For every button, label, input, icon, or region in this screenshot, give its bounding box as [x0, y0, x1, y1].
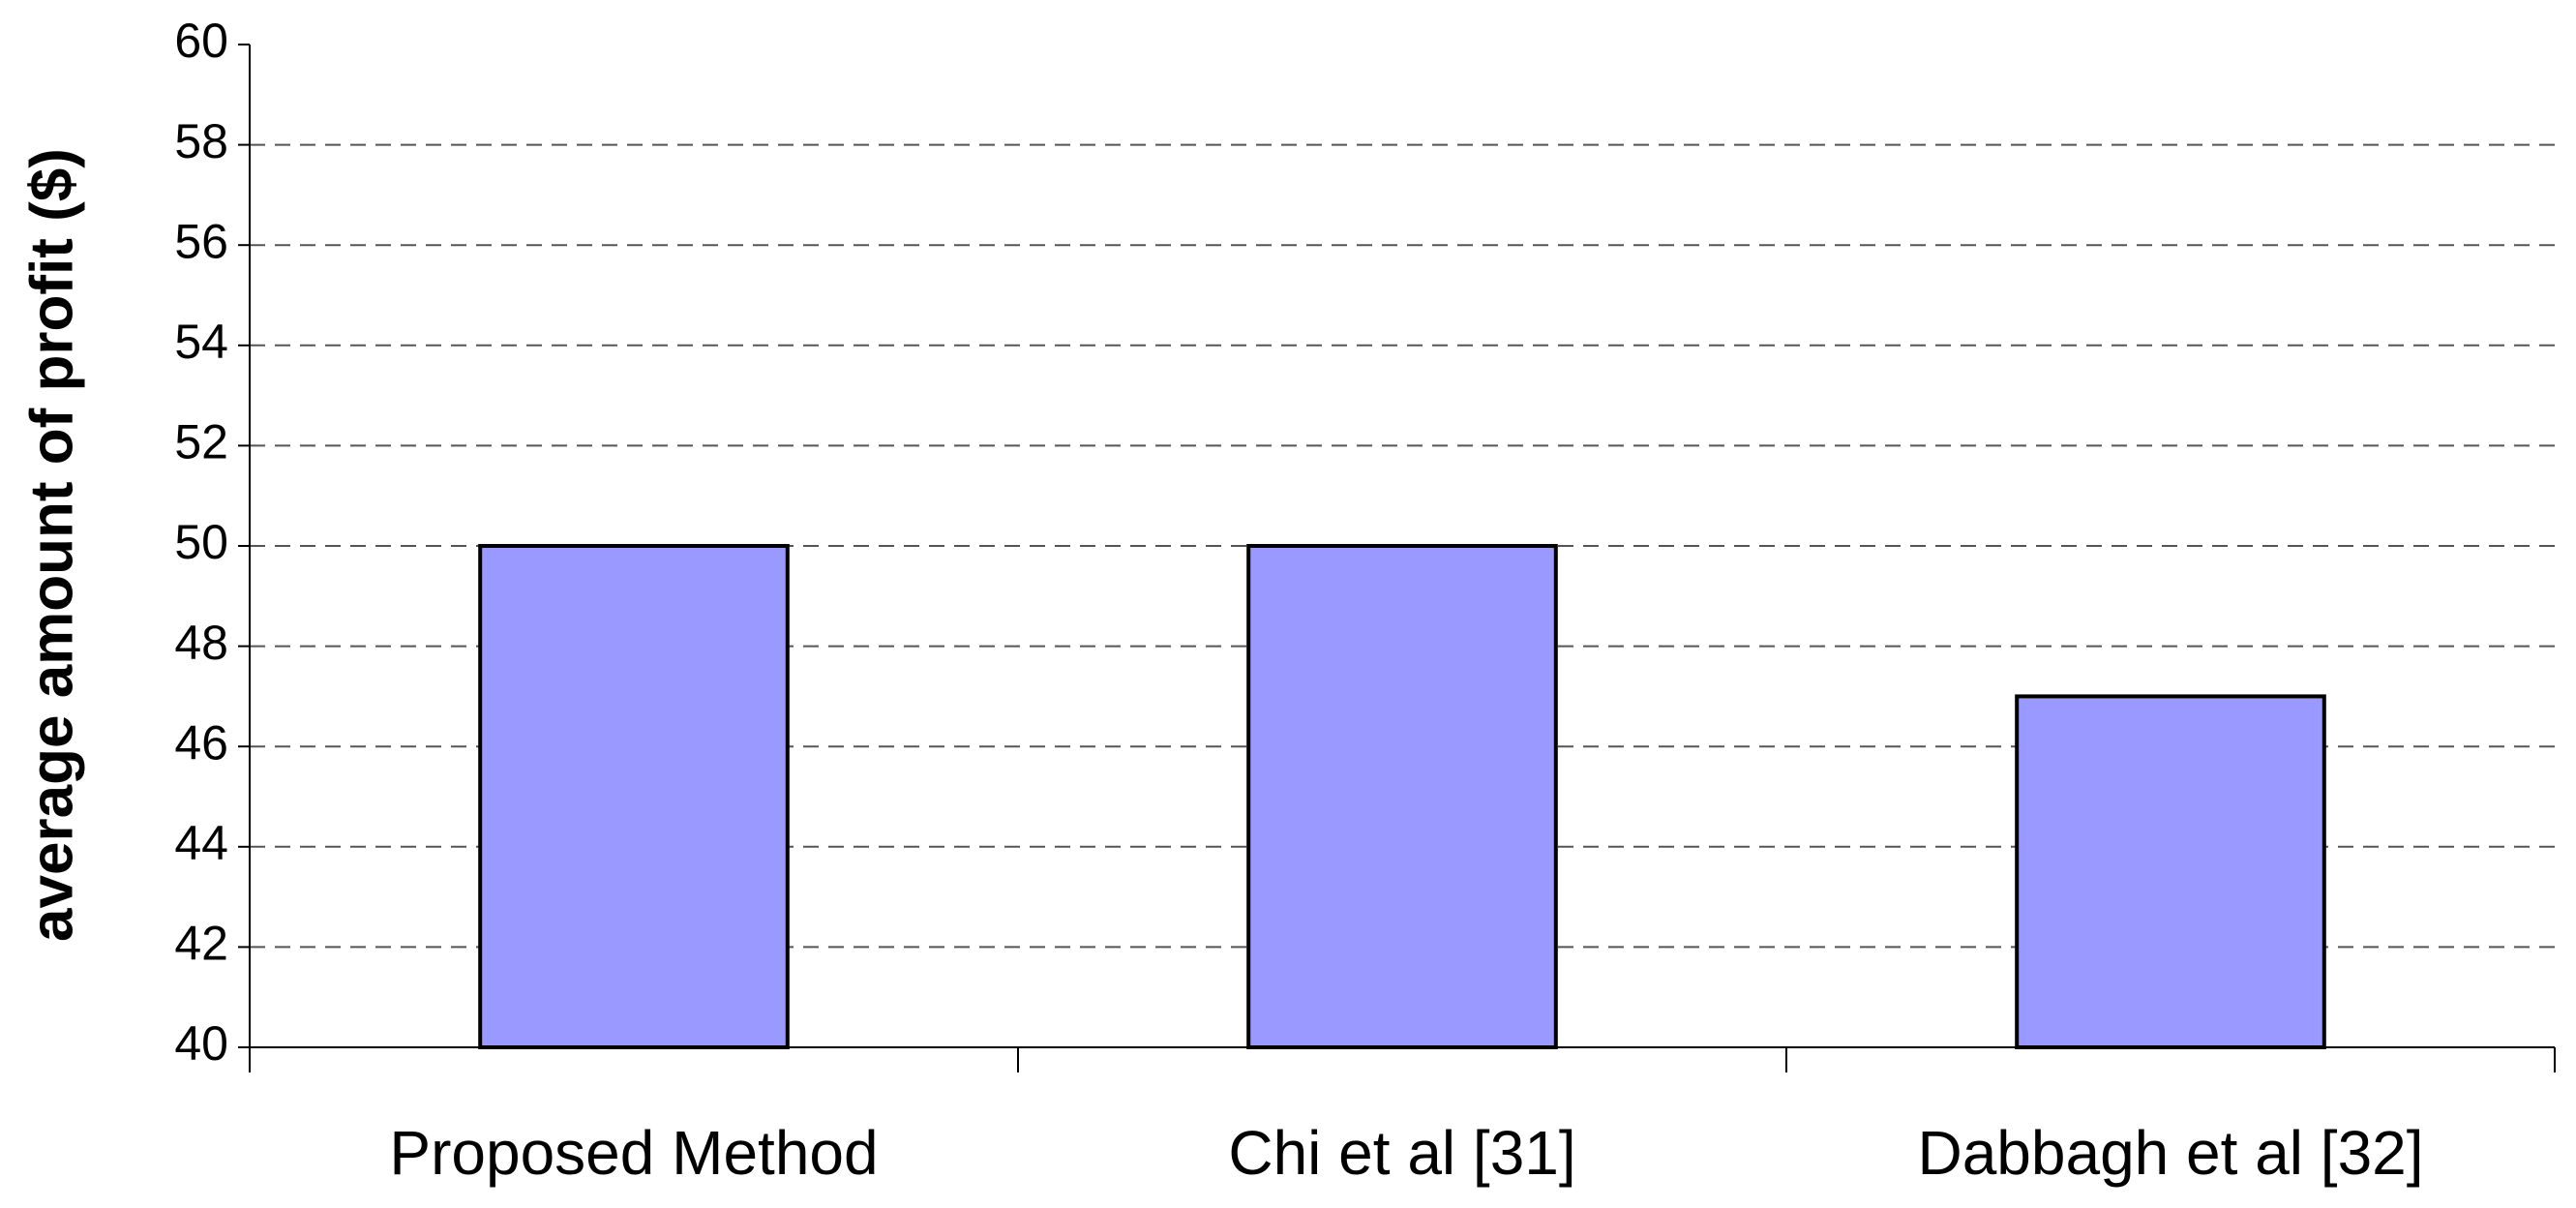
bar: [2015, 694, 2326, 1050]
y-tick-label: 40: [174, 1016, 228, 1071]
bar: [478, 544, 790, 1049]
x-tick-label: Chi et al [31]: [1228, 1118, 1575, 1188]
y-tick-label: 60: [174, 14, 228, 68]
x-tick-label: Proposed Method: [389, 1118, 878, 1188]
y-tick-label: 48: [174, 616, 228, 670]
y-tick-label: 50: [174, 515, 228, 569]
y-tick-label: 54: [174, 315, 228, 369]
y-tick-label: 44: [174, 816, 228, 870]
y-tick-label: 58: [174, 114, 228, 168]
y-tick-label: 52: [174, 415, 228, 469]
bar: [1246, 544, 1558, 1049]
y-tick-label: 42: [174, 917, 228, 971]
y-axis-label: average amount of profit ($): [18, 148, 85, 942]
y-tick-label: 46: [174, 715, 228, 770]
x-tick-label: Dabbagh et al [32]: [1917, 1118, 2423, 1188]
y-tick-label: 56: [174, 214, 228, 268]
